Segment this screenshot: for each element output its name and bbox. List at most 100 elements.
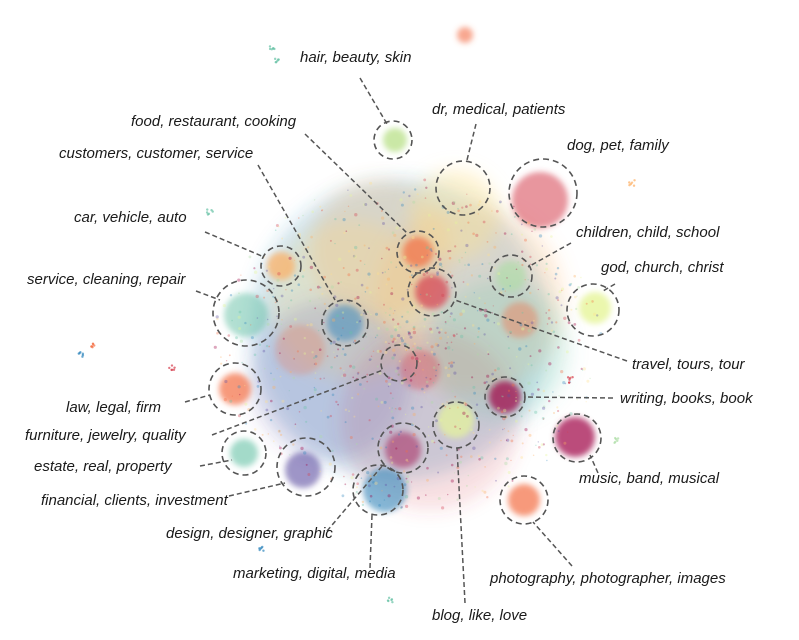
point [449, 250, 452, 252]
point [591, 300, 594, 303]
point [334, 242, 336, 245]
point [519, 401, 523, 404]
point [512, 205, 515, 208]
density-blob [385, 432, 421, 468]
cluster-label-furniture: furniture, jewelry, quality [25, 427, 187, 444]
point [366, 310, 369, 313]
density-blob [285, 452, 321, 488]
point [504, 461, 508, 466]
density-blob [579, 292, 611, 324]
point [446, 373, 451, 378]
point [444, 366, 448, 370]
point [457, 419, 460, 421]
point [580, 367, 583, 370]
point [500, 410, 504, 414]
point [453, 371, 457, 375]
point [423, 391, 426, 394]
point [463, 401, 467, 405]
point [510, 439, 514, 443]
point [381, 257, 383, 260]
point [429, 377, 432, 381]
point [537, 288, 539, 291]
point [585, 401, 587, 403]
point [476, 353, 479, 356]
point [370, 358, 373, 361]
point [475, 403, 479, 406]
point [451, 349, 454, 351]
point [353, 339, 357, 342]
point [464, 264, 466, 266]
point [391, 340, 395, 343]
cluster-label-estate: estate, real, property [34, 458, 173, 475]
cluster-circle-dog [508, 158, 578, 228]
point [514, 399, 518, 403]
point [405, 458, 409, 462]
point [340, 281, 342, 283]
point [411, 406, 415, 410]
point [286, 407, 290, 411]
point [305, 420, 308, 423]
point [331, 318, 336, 322]
outlier-point [628, 181, 631, 184]
point [459, 312, 463, 316]
point [426, 254, 428, 256]
point [347, 205, 350, 207]
point [355, 490, 358, 494]
cluster-label-travel: travel, tours, tour [632, 356, 746, 373]
outlier-point [276, 59, 279, 63]
point [484, 314, 488, 318]
point [401, 339, 404, 343]
point [272, 295, 275, 298]
point [381, 490, 383, 492]
point [426, 341, 429, 344]
point [439, 446, 443, 450]
point [396, 366, 400, 370]
point [538, 446, 541, 449]
point [530, 392, 535, 396]
cluster-label-god: god, church, christ [601, 259, 724, 276]
point [384, 483, 388, 487]
point [225, 360, 228, 362]
point [586, 379, 590, 383]
point [265, 269, 268, 272]
point [558, 395, 560, 397]
point [461, 206, 464, 209]
point [237, 315, 241, 319]
point [293, 358, 295, 360]
point [253, 270, 258, 274]
point [303, 352, 307, 355]
point [532, 454, 535, 457]
point [409, 379, 413, 382]
point [441, 403, 444, 406]
point [412, 433, 416, 437]
point [279, 352, 281, 355]
point [344, 408, 348, 411]
point-cloud [77, 45, 636, 604]
point [351, 396, 354, 399]
point [557, 430, 560, 433]
point [533, 228, 537, 231]
point [412, 327, 416, 330]
point [425, 494, 427, 496]
point [456, 498, 459, 501]
point [427, 213, 431, 217]
outlier-point [387, 596, 391, 600]
point [527, 381, 531, 385]
point [441, 265, 443, 268]
cluster-label-music: music, band, musical [579, 470, 720, 487]
point [520, 223, 523, 226]
point [524, 238, 527, 242]
point [492, 305, 494, 307]
cluster-circle-travel [407, 267, 457, 317]
point [494, 457, 497, 460]
point [297, 283, 301, 287]
point [537, 388, 540, 391]
point [314, 307, 317, 310]
point [285, 289, 287, 291]
point [372, 481, 375, 484]
point [494, 386, 496, 388]
point [507, 318, 510, 321]
point [527, 279, 529, 281]
point [527, 221, 530, 225]
point [400, 381, 404, 385]
